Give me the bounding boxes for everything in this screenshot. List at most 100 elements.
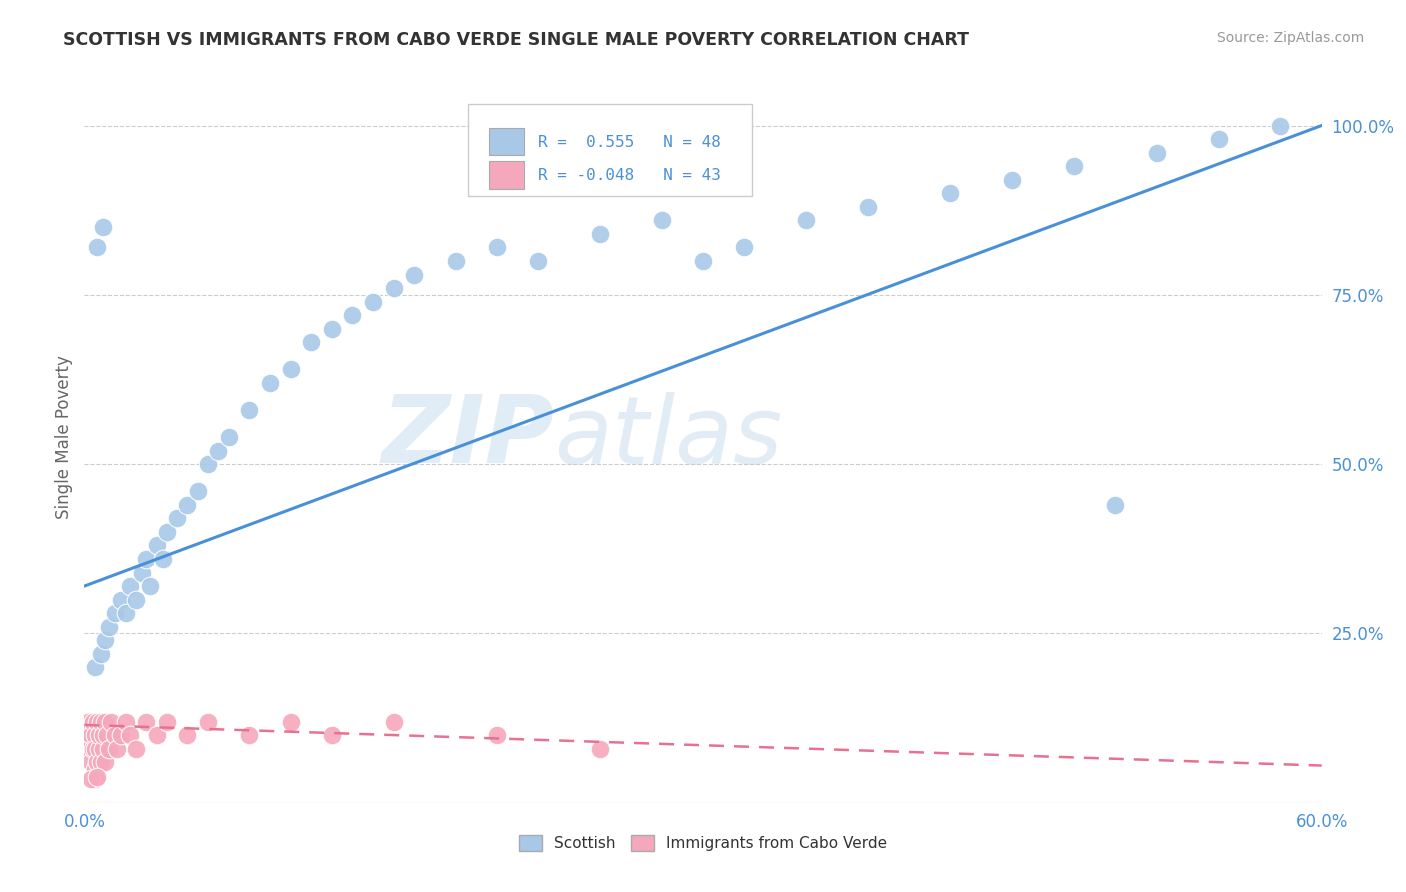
Bar bbox=[489, 161, 523, 189]
Point bbox=[90, 755, 112, 769]
Point bbox=[77, 714, 100, 729]
Point bbox=[118, 728, 141, 742]
Y-axis label: Single Male Poverty: Single Male Poverty bbox=[55, 355, 73, 519]
Point bbox=[87, 728, 110, 742]
Text: Source: ZipAtlas.com: Source: ZipAtlas.com bbox=[1216, 31, 1364, 45]
Point bbox=[94, 755, 117, 769]
Point bbox=[280, 714, 302, 729]
Point bbox=[939, 186, 962, 201]
Point bbox=[321, 322, 343, 336]
Point bbox=[1104, 498, 1126, 512]
Point bbox=[1146, 145, 1168, 160]
Point bbox=[166, 511, 188, 525]
Point bbox=[86, 714, 108, 729]
Point bbox=[176, 498, 198, 512]
Point bbox=[83, 741, 105, 756]
Point bbox=[856, 200, 879, 214]
Point bbox=[110, 728, 132, 742]
Point bbox=[105, 741, 128, 756]
Point bbox=[651, 213, 673, 227]
Text: SCOTTISH VS IMMIGRANTS FROM CABO VERDE SINGLE MALE POVERTY CORRELATION CHART: SCOTTISH VS IMMIGRANTS FROM CABO VERDE S… bbox=[63, 31, 969, 49]
Point bbox=[86, 755, 108, 769]
Text: R =  0.555   N = 48: R = 0.555 N = 48 bbox=[538, 135, 721, 150]
Point bbox=[86, 240, 108, 254]
Point bbox=[110, 592, 132, 607]
Text: ZIP: ZIP bbox=[381, 391, 554, 483]
Point bbox=[86, 770, 108, 784]
Point bbox=[342, 308, 364, 322]
Point bbox=[197, 714, 219, 729]
Point bbox=[187, 484, 209, 499]
Point bbox=[91, 728, 114, 742]
Point bbox=[91, 741, 114, 756]
Point bbox=[794, 213, 817, 227]
Point bbox=[299, 335, 322, 350]
Point bbox=[589, 227, 612, 241]
Point bbox=[125, 592, 148, 607]
Point bbox=[1270, 119, 1292, 133]
Point bbox=[98, 741, 121, 756]
Point bbox=[382, 714, 405, 729]
Point bbox=[94, 633, 117, 648]
Point bbox=[589, 741, 612, 756]
Point bbox=[145, 728, 167, 742]
Point bbox=[1001, 172, 1024, 186]
Point bbox=[135, 714, 157, 729]
Point bbox=[527, 254, 550, 268]
Point bbox=[91, 220, 114, 235]
Point bbox=[1208, 132, 1230, 146]
Point bbox=[98, 620, 121, 634]
Point bbox=[1063, 159, 1085, 173]
Point bbox=[79, 728, 101, 742]
Point bbox=[79, 772, 101, 786]
Point bbox=[114, 714, 136, 729]
Point bbox=[139, 579, 162, 593]
Point bbox=[361, 294, 384, 309]
Point bbox=[75, 728, 97, 742]
Point bbox=[692, 254, 714, 268]
Point bbox=[259, 376, 281, 390]
Legend: Scottish, Immigrants from Cabo Verde: Scottish, Immigrants from Cabo Verde bbox=[513, 830, 893, 857]
Point bbox=[104, 728, 127, 742]
Point bbox=[733, 240, 755, 254]
Point bbox=[90, 647, 112, 661]
Point bbox=[280, 362, 302, 376]
Point bbox=[218, 430, 240, 444]
Point bbox=[79, 755, 101, 769]
Point bbox=[382, 281, 405, 295]
Point bbox=[145, 538, 167, 552]
Point bbox=[135, 552, 157, 566]
Point bbox=[125, 741, 148, 756]
Point bbox=[77, 741, 100, 756]
Point bbox=[238, 728, 260, 742]
Point bbox=[104, 606, 127, 620]
FancyBboxPatch shape bbox=[468, 104, 752, 195]
Point bbox=[83, 762, 105, 776]
Point bbox=[152, 552, 174, 566]
Point bbox=[83, 728, 105, 742]
Text: atlas: atlas bbox=[554, 392, 783, 483]
Point bbox=[156, 714, 179, 729]
Point bbox=[83, 660, 105, 674]
Point bbox=[207, 443, 229, 458]
Point bbox=[94, 714, 117, 729]
Point bbox=[404, 268, 426, 282]
Point bbox=[83, 772, 105, 786]
Point bbox=[114, 606, 136, 620]
Point bbox=[176, 728, 198, 742]
Point bbox=[96, 728, 118, 742]
Point bbox=[82, 714, 104, 729]
Point bbox=[485, 728, 508, 742]
Point bbox=[131, 566, 153, 580]
Point bbox=[156, 524, 179, 539]
Point bbox=[485, 240, 508, 254]
Point bbox=[82, 741, 104, 756]
Point bbox=[87, 741, 110, 756]
Point bbox=[321, 728, 343, 742]
Point bbox=[100, 714, 122, 729]
Point bbox=[444, 254, 467, 268]
Point bbox=[118, 579, 141, 593]
Text: R = -0.048   N = 43: R = -0.048 N = 43 bbox=[538, 169, 721, 184]
Point bbox=[90, 714, 112, 729]
Point bbox=[197, 457, 219, 471]
